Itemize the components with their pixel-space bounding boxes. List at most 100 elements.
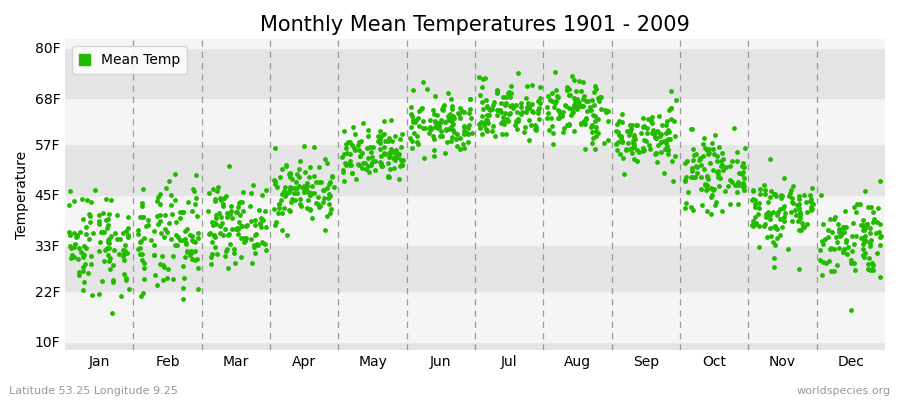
- Mean Temp: [790, 217, 805, 224]
- Mean Temp: [161, 266, 176, 272]
- Mean Temp: [562, 121, 576, 128]
- Mean Temp: [299, 186, 313, 192]
- Mean Temp: [345, 170, 359, 177]
- Mean Temp: [448, 136, 463, 142]
- Mean Temp: [867, 216, 881, 222]
- Mean Temp: [461, 138, 475, 145]
- Mean Temp: [67, 254, 81, 260]
- Mean Temp: [839, 239, 853, 246]
- Mean Temp: [475, 84, 490, 90]
- Mean Temp: [716, 167, 730, 173]
- Mean Temp: [585, 122, 599, 128]
- Mean Temp: [703, 160, 717, 166]
- Mean Temp: [97, 258, 112, 264]
- Mean Temp: [545, 140, 560, 147]
- Mean Temp: [445, 106, 459, 112]
- Mean Temp: [514, 100, 528, 106]
- Mean Temp: [490, 112, 504, 118]
- Mean Temp: [749, 221, 763, 227]
- Mean Temp: [251, 242, 266, 248]
- Mean Temp: [480, 112, 494, 118]
- Mean Temp: [68, 230, 82, 236]
- Mean Temp: [213, 223, 228, 230]
- Mean Temp: [574, 120, 589, 126]
- Mean Temp: [865, 266, 879, 272]
- Mean Temp: [209, 212, 223, 218]
- Mean Temp: [844, 256, 859, 263]
- Mean Temp: [374, 127, 388, 134]
- Mean Temp: [248, 217, 263, 223]
- Mean Temp: [150, 282, 165, 288]
- Mean Temp: [284, 176, 299, 182]
- Mean Temp: [411, 108, 426, 114]
- Mean Temp: [518, 109, 533, 116]
- Mean Temp: [100, 224, 114, 231]
- Mean Temp: [185, 238, 200, 244]
- Mean Temp: [179, 248, 194, 255]
- Mean Temp: [657, 146, 671, 152]
- Mean Temp: [827, 216, 842, 222]
- Mean Temp: [158, 211, 172, 218]
- Mean Temp: [122, 214, 136, 220]
- Mean Temp: [594, 106, 608, 112]
- Mean Temp: [160, 228, 175, 235]
- Mean Temp: [383, 148, 398, 154]
- Mean Temp: [256, 239, 270, 245]
- Mean Temp: [216, 232, 230, 239]
- Mean Temp: [135, 251, 149, 258]
- Mean Temp: [570, 106, 584, 113]
- Mean Temp: [178, 254, 193, 260]
- Mean Temp: [303, 207, 318, 214]
- Mean Temp: [856, 226, 870, 233]
- Mean Temp: [107, 247, 122, 253]
- Mean Temp: [338, 160, 352, 167]
- Mean Temp: [318, 156, 332, 162]
- Mean Temp: [652, 133, 667, 140]
- Mean Temp: [716, 156, 731, 162]
- Mean Temp: [231, 231, 246, 237]
- Mean Temp: [153, 261, 167, 267]
- Mean Temp: [749, 219, 763, 226]
- Mean Temp: [715, 208, 729, 214]
- Mean Temp: [480, 103, 494, 109]
- Mean Temp: [472, 121, 486, 127]
- Mean Temp: [106, 277, 121, 284]
- Mean Temp: [769, 193, 783, 199]
- Mean Temp: [221, 163, 236, 169]
- Mean Temp: [549, 92, 563, 99]
- Mean Temp: [382, 150, 397, 157]
- Mean Temp: [667, 118, 681, 124]
- Mean Temp: [623, 128, 637, 135]
- Mean Temp: [661, 126, 675, 133]
- Mean Temp: [805, 206, 819, 212]
- Mean Temp: [177, 236, 192, 242]
- Mean Temp: [279, 191, 293, 198]
- Mean Temp: [295, 185, 310, 191]
- Mean Temp: [853, 222, 868, 228]
- Mean Temp: [849, 209, 863, 215]
- Mean Temp: [686, 174, 700, 181]
- Mean Temp: [635, 115, 650, 121]
- Mean Temp: [662, 128, 676, 135]
- Mean Temp: [378, 138, 392, 144]
- Mean Temp: [117, 249, 131, 256]
- Mean Temp: [566, 109, 580, 115]
- Mean Temp: [102, 244, 116, 251]
- Mean Temp: [103, 255, 117, 262]
- Mean Temp: [173, 209, 187, 215]
- Mean Temp: [590, 86, 604, 92]
- Mean Temp: [773, 232, 788, 238]
- Mean Temp: [271, 210, 285, 216]
- Mean Temp: [274, 191, 289, 198]
- Mean Temp: [784, 187, 798, 193]
- Mean Temp: [856, 217, 870, 224]
- Mean Temp: [693, 156, 707, 162]
- Mean Temp: [210, 251, 224, 258]
- Mean Temp: [396, 157, 410, 163]
- Mean Temp: [767, 223, 781, 230]
- Mean Temp: [415, 104, 429, 111]
- Mean Temp: [219, 248, 233, 254]
- Mean Temp: [279, 162, 293, 169]
- Mean Temp: [653, 149, 668, 155]
- Mean Temp: [381, 160, 395, 166]
